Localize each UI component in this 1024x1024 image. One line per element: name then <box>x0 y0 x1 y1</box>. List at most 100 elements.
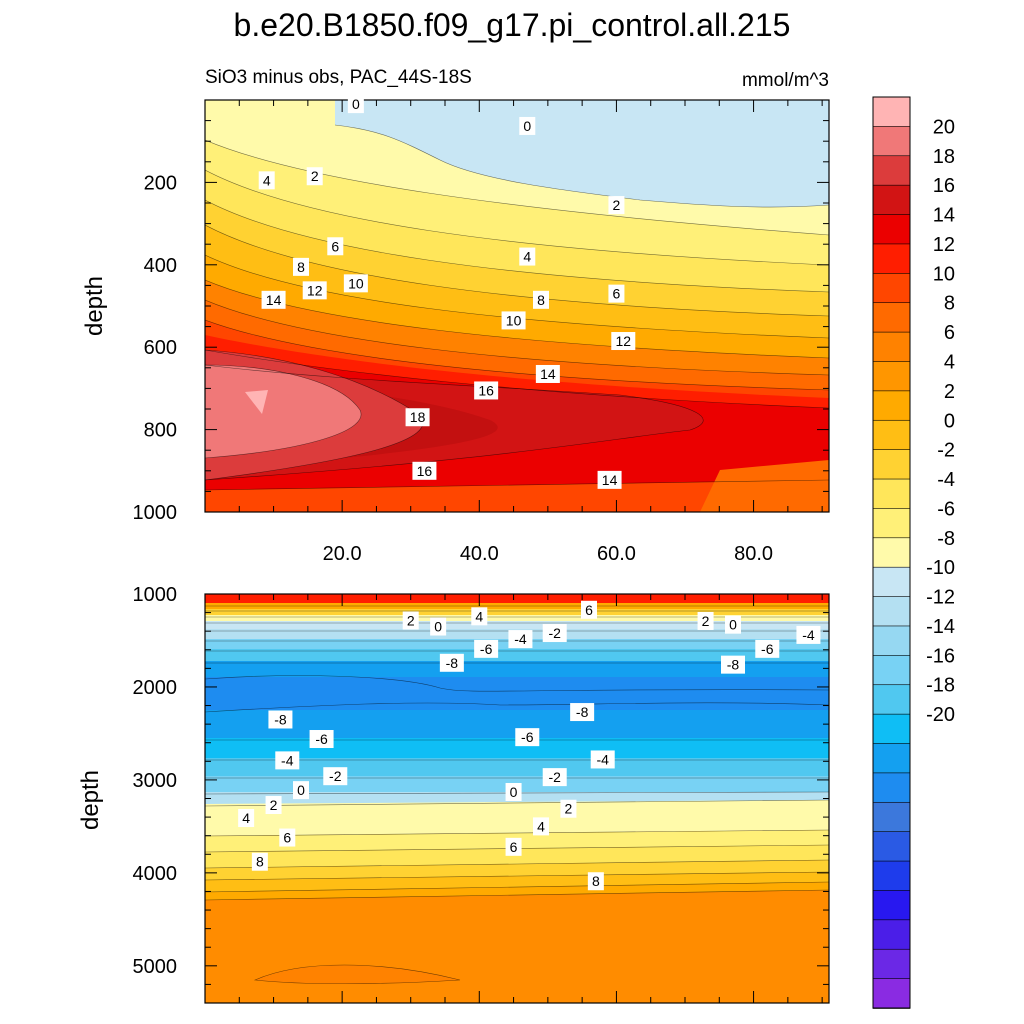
colorbar-tick-label: -12 <box>926 587 955 609</box>
colorbar-tick-label: -16 <box>926 645 955 667</box>
contour-label-text: 16 <box>478 382 494 398</box>
lower-contour-labels: 2 0 4 6 2 0 -6 -4 -2 -8 -6 -4 -8 -8 -8 -6 -6 -4 -4 -2 -2 0 0 2 2… <box>238 600 821 891</box>
contour-label: 2 <box>560 799 577 818</box>
contour-label-box <box>505 782 522 801</box>
lower-band-top-orange <box>205 603 829 611</box>
contour-label-text: 12 <box>307 282 323 298</box>
contour-label: 4 <box>258 171 275 190</box>
contour-label-text: -6 <box>315 731 328 747</box>
contour-label: -2 <box>323 767 348 786</box>
colorbar-tick-label: 14 <box>933 205 955 227</box>
lower-band-m4-lower <box>205 758 829 778</box>
colorbar-swatch <box>872 361 911 392</box>
colorbar-swatch <box>872 684 911 715</box>
contour-label-text: 8 <box>592 873 600 889</box>
contour-label-text: 4 <box>523 249 531 265</box>
contour-label-box <box>474 381 499 400</box>
contour-label-box <box>519 247 536 266</box>
contour-label: -4 <box>796 625 821 644</box>
colorbar-swatch <box>872 214 911 245</box>
contour-label: -4 <box>590 750 615 769</box>
contour-label-box <box>279 828 296 847</box>
contour-label-text: 4 <box>242 810 250 826</box>
contour-label-box <box>570 703 595 722</box>
y-tick-label: 3000 <box>133 770 178 792</box>
contour-label: 6 <box>327 237 344 256</box>
contour-label-text: 4 <box>537 818 545 834</box>
contour-label: 2 <box>402 611 419 630</box>
contour-label-text: 0 <box>523 118 531 134</box>
contour-label-text: 6 <box>331 238 339 254</box>
contour-label-box <box>261 290 286 309</box>
contour-label-box <box>533 290 549 309</box>
contour-label-box <box>405 408 430 427</box>
contour-label-box <box>597 470 622 489</box>
contour-label: 0 <box>347 95 364 114</box>
contour-label-text: 6 <box>510 839 518 855</box>
contour-label: 4 <box>471 607 488 626</box>
contour-label-box <box>412 461 437 480</box>
contour-label: -8 <box>439 653 464 672</box>
contour-label-box <box>265 796 282 815</box>
colorbar-swatch <box>872 801 911 833</box>
colorbar-swatch <box>872 713 911 745</box>
x-tick-label: 40.0 <box>460 543 499 565</box>
contour-label-text: 0 <box>352 96 360 112</box>
contour-label: 4 <box>238 809 255 828</box>
contour-label: 6 <box>505 837 522 856</box>
contour-label-box <box>293 781 309 800</box>
contour-label-box <box>725 615 741 634</box>
colorbar-tick-label: -2 <box>937 440 955 462</box>
colorbar-swatch <box>872 419 911 451</box>
contour-label-text: 2 <box>311 168 319 184</box>
contour-label: 16 <box>412 461 437 480</box>
colorbar-tick-label: 8 <box>944 293 955 315</box>
upper-band-bottom <box>205 480 829 512</box>
colorbar-swatch <box>872 243 911 275</box>
contour-label: 8 <box>251 852 268 871</box>
contour-label-text: 8 <box>537 292 545 308</box>
contour-label: 18 <box>405 408 430 427</box>
colorbar-tick-label: 10 <box>933 263 955 285</box>
y-tick-label: 800 <box>144 420 177 442</box>
colorbar-frame <box>872 96 911 1009</box>
contour-label-text: 0 <box>434 619 442 635</box>
contour-label-text: -2 <box>329 768 342 784</box>
colorbar-tick-label: -10 <box>926 557 955 579</box>
lower-band-6-7 <box>205 872 829 892</box>
contour-label: 12 <box>611 332 636 351</box>
contour-label-text: 6 <box>585 602 593 618</box>
contour-label-box <box>535 364 560 383</box>
y-tick-label: 1000 <box>133 584 178 606</box>
contour-label-text: -2 <box>548 625 561 641</box>
contour-label-box <box>542 624 567 643</box>
contour-label-box <box>608 196 625 215</box>
contour-label-text: -4 <box>596 751 609 767</box>
contour-label-text: 8 <box>297 259 305 275</box>
x-tick-label: 80.0 <box>734 543 773 565</box>
y-tick-label: 2000 <box>133 677 178 699</box>
contour-label: -6 <box>474 639 499 658</box>
contour-label: 0 <box>505 782 522 801</box>
contour-label: 12 <box>302 281 327 300</box>
y-tick-label: 600 <box>144 337 177 359</box>
contour-label-text: -4 <box>802 627 815 643</box>
y-tick-label: 5000 <box>133 956 178 978</box>
chart-subtitle: SiO3 minus obs, PAC_44S-18S <box>205 67 472 88</box>
contour-label-box <box>519 116 536 135</box>
contour-label-box <box>258 171 275 190</box>
contour-label-text: -8 <box>727 657 740 673</box>
upper-band-20 <box>245 390 268 414</box>
contour-label: 8 <box>533 290 549 309</box>
contour-label-box <box>611 332 636 351</box>
units-label: mmol/m^3 <box>742 70 829 91</box>
lower-band-top-pale <box>205 615 829 623</box>
contour-label: -8 <box>268 710 293 729</box>
contour-label-text: -2 <box>548 769 561 785</box>
contour-label-box <box>515 728 540 747</box>
upper-contour-field <box>205 100 829 512</box>
colorbar-swatch <box>872 478 911 510</box>
colorbar-tick-label: 4 <box>944 351 955 373</box>
contour-label-box <box>251 852 268 871</box>
